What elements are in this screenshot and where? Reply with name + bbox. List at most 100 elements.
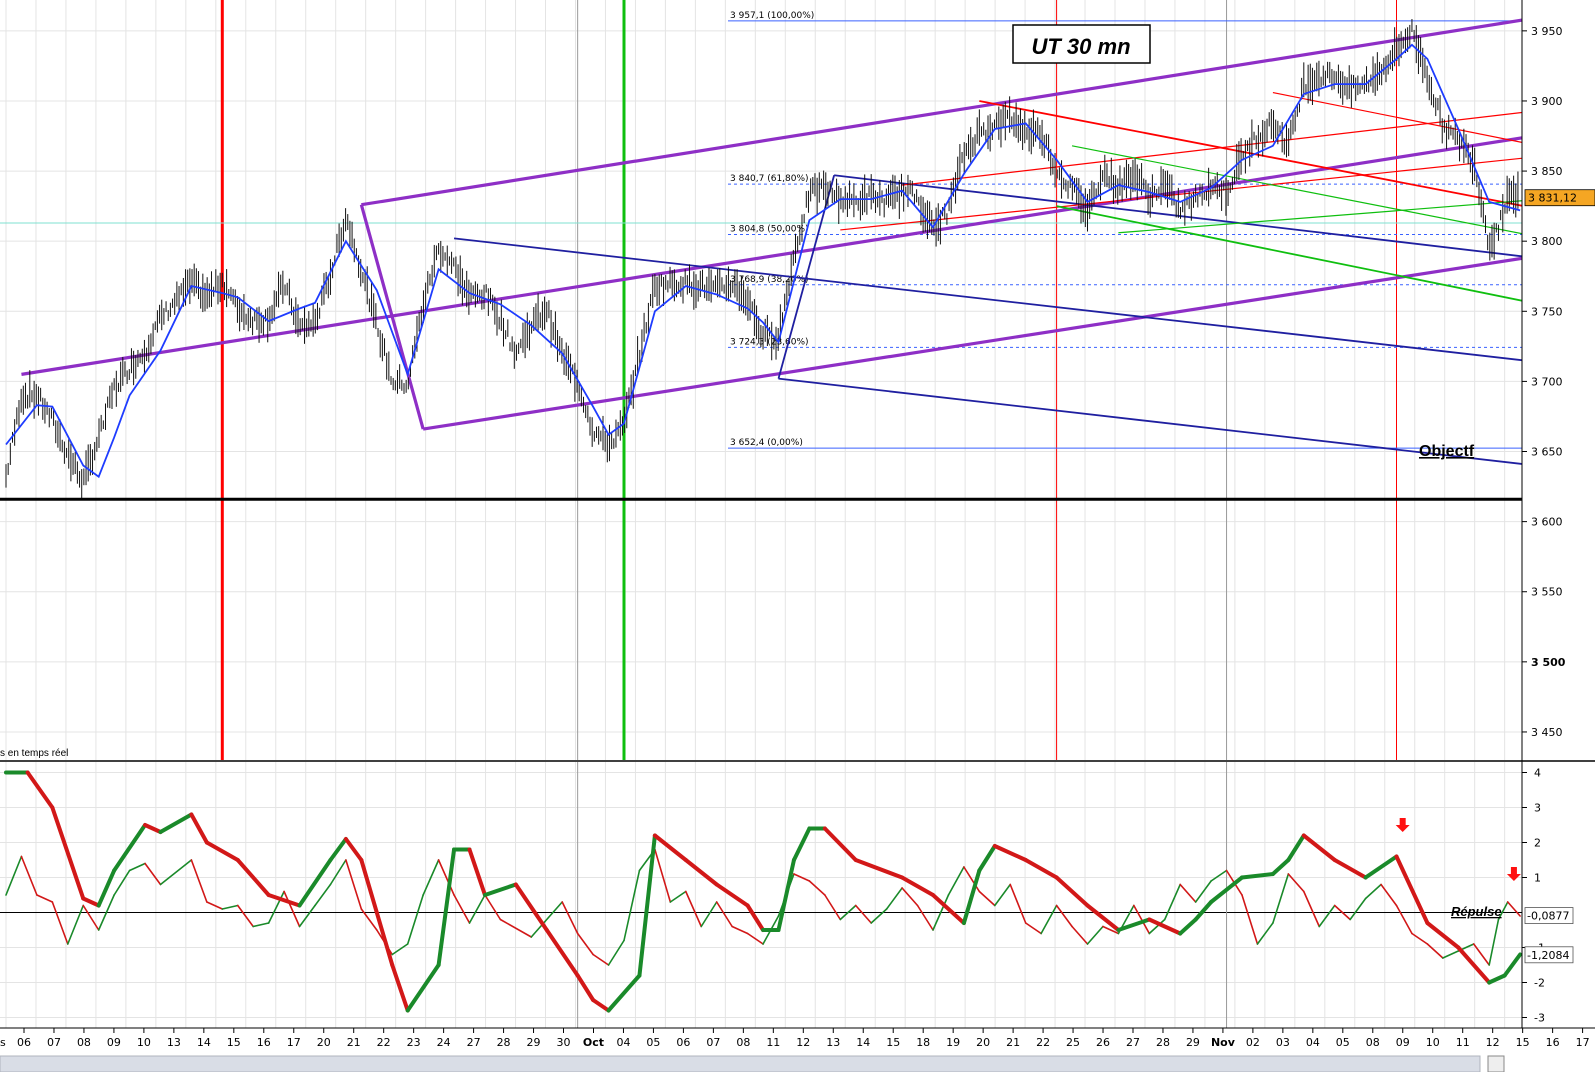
osc-fast-segment — [885, 887, 903, 910]
x-axis-label: 25 — [1066, 1036, 1080, 1049]
osc-fast-segment — [839, 904, 857, 921]
x-axis-label: 21 — [347, 1036, 361, 1049]
osc-slow-segment — [405, 963, 441, 1013]
trend-line-red — [902, 107, 1561, 186]
osc-fast-segment — [128, 862, 146, 872]
osc-value-tag — [1524, 907, 1574, 924]
osc-slow-segment — [513, 882, 549, 932]
osc-slow-segment — [791, 826, 812, 862]
osc-fast-segment — [1256, 922, 1274, 945]
osc-fast-segment — [870, 908, 888, 924]
osc-slow-segment — [1502, 952, 1523, 978]
osc-fast-segment — [1040, 904, 1058, 935]
osc-slow-segment — [1270, 858, 1291, 876]
osc-fast-segment — [1442, 950, 1460, 959]
osc-fast-segment — [1318, 904, 1336, 928]
x-axis-label: 27 — [1126, 1036, 1140, 1049]
osc-slow-segment — [158, 812, 194, 834]
x-axis-label: 21 — [1006, 1036, 1020, 1049]
x-axis-label: 22 — [377, 1036, 391, 1049]
osc-slow-segment — [900, 875, 935, 897]
last-price-value: 3 831,12 — [1528, 192, 1577, 205]
x-axis-label: 10 — [1426, 1036, 1440, 1049]
osc-fast-segment — [1071, 925, 1089, 945]
osc-fast-segment — [1055, 904, 1073, 928]
osc-slow-segment — [143, 823, 163, 834]
osc-fast-segment — [1303, 890, 1321, 928]
osc-slow-segment — [1116, 917, 1152, 932]
price-axis-label: 3 950 — [1531, 25, 1563, 38]
osc-fast-segment — [1009, 883, 1027, 924]
x-axis-label: Oct — [583, 1036, 604, 1049]
osc-fast-segment — [1133, 904, 1151, 935]
oscillator-panel — [0, 762, 1566, 1028]
osc-fast-segment — [82, 904, 100, 931]
osc-fast-segment — [1210, 869, 1228, 882]
osc-slow-segment — [25, 770, 55, 810]
x-axis-label: 18 — [916, 1036, 930, 1049]
osc-slow-segment — [359, 858, 395, 967]
osc-fast-segment — [97, 894, 115, 931]
title-box — [1012, 24, 1151, 64]
x-axis-label: 20 — [317, 1036, 331, 1049]
osc-fast-segment — [20, 855, 38, 896]
fibo-level-label: 3 957,1 (100,00%) — [730, 11, 814, 21]
osc-fast-segment — [700, 901, 718, 928]
x-axis-label: 11 — [1456, 1036, 1470, 1049]
x-axis-label: 06 — [676, 1036, 690, 1049]
x-axis-label: 15 — [1516, 1036, 1530, 1049]
x-axis-label: 15 — [886, 1036, 900, 1049]
price-axis-label: 3 750 — [1531, 305, 1563, 318]
realtime-note: s en temps réel — [0, 748, 68, 759]
osc-slow-segment — [977, 844, 997, 873]
x-axis-label: 09 — [1396, 1036, 1410, 1049]
osc-axis-label: 3 — [1534, 802, 1541, 815]
trend-line-red — [1272, 91, 1561, 151]
osc-slow-segment — [1301, 833, 1337, 862]
osc-slow-segment — [992, 844, 1028, 862]
osc-fast-segment — [252, 922, 270, 928]
osc-fast-segment — [1349, 897, 1367, 921]
osc-slow-segment — [637, 833, 657, 978]
trend-line-purple — [361, 12, 1561, 207]
signal-arrow-icon — [1506, 867, 1521, 881]
x-axis-label: 10 — [137, 1036, 151, 1049]
x-axis-label: 11 — [766, 1036, 780, 1049]
osc-slow-segment — [1456, 945, 1492, 985]
osc-fast-segment — [5, 855, 23, 896]
osc-slow-segment — [652, 833, 688, 862]
osc-fast-segment — [669, 890, 687, 903]
moving-average — [5, 43, 1521, 479]
osc-slow-segment — [575, 973, 596, 1002]
oscillator-background — [0, 762, 1522, 1028]
x-axis-label: 15 — [227, 1036, 241, 1049]
price-grid — [0, 0, 1566, 760]
osc-fast-segment — [1333, 904, 1351, 921]
osc-fast-segment — [113, 869, 131, 896]
x-axis-label: 27 — [467, 1036, 481, 1049]
osc-slow-segment — [297, 858, 333, 908]
x-axis-label: 14 — [197, 1036, 211, 1049]
oscillator-lines — [4, 770, 1523, 1013]
osc-fast-segment — [684, 890, 703, 928]
x-axis-label: 28 — [1156, 1036, 1170, 1049]
x-axis-label: 03 — [1276, 1036, 1290, 1049]
osc-fast-segment — [561, 901, 579, 935]
osc-fast-segment — [144, 862, 162, 886]
osc-fast-segment — [592, 953, 610, 966]
osc-slow-segment — [189, 812, 209, 845]
osc-axis-label: 1 — [1534, 872, 1541, 885]
osc-slow-segment — [1085, 903, 1121, 932]
osc-fast-segment — [1148, 918, 1166, 935]
x-axis-label: Nov — [1211, 1036, 1236, 1049]
trend-line-navy — [453, 237, 1561, 366]
x-axis-label-fragment: s — [0, 1036, 6, 1049]
vertical-markers — [220, 0, 1397, 760]
osc-fast-segment — [1194, 880, 1212, 903]
osc-fast-segment — [623, 869, 641, 942]
osc-slow-segment — [606, 973, 642, 1013]
osc-slow-segment — [1178, 917, 1198, 936]
right-axis-background — [1522, 0, 1595, 1072]
osc-fast-segment — [283, 890, 301, 928]
x-axis-label: 14 — [856, 1036, 870, 1049]
